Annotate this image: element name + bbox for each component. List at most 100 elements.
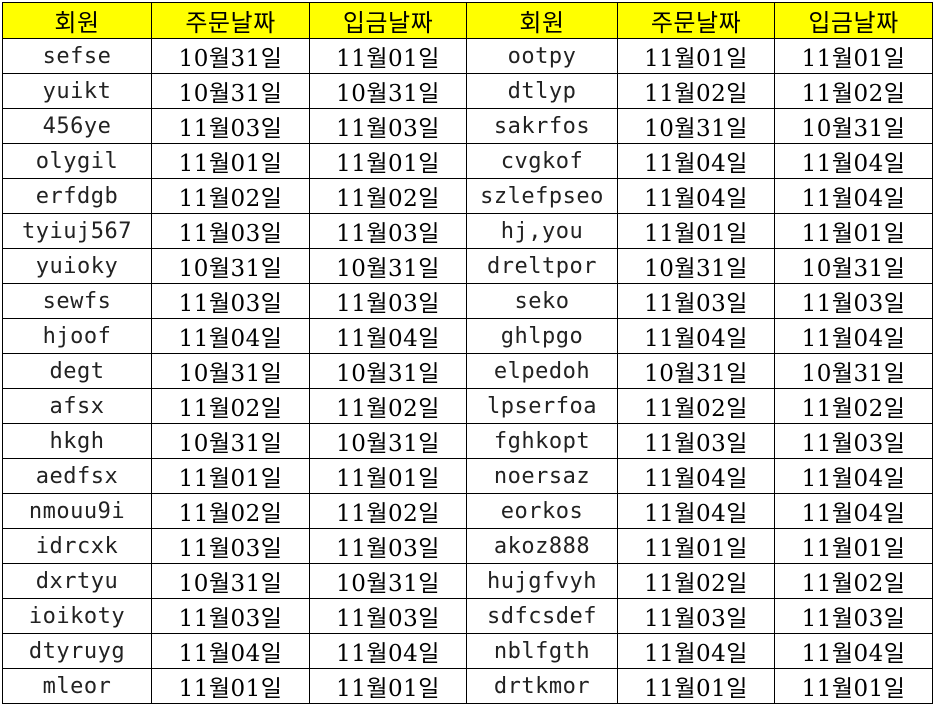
payment-date-cell[interactable]: 11월01일 — [309, 458, 467, 494]
header-cell-order-date[interactable]: 주문날짜 — [617, 2, 775, 39]
order-date-cell[interactable]: 10월31일 — [617, 248, 775, 284]
order-date-cell[interactable]: 11월03일 — [151, 108, 310, 144]
payment-date-cell[interactable]: 10월31일 — [309, 353, 467, 389]
order-date-cell[interactable]: 11월04일 — [617, 178, 775, 214]
member-cell[interactable]: cvgkof — [466, 143, 618, 179]
payment-date-cell[interactable]: 11월04일 — [774, 493, 933, 529]
order-date-cell[interactable]: 11월04일 — [617, 633, 775, 669]
payment-date-cell[interactable]: 10월31일 — [774, 108, 933, 144]
member-cell[interactable]: noersaz — [466, 458, 618, 494]
member-cell[interactable]: erfdgb — [2, 178, 152, 214]
payment-date-cell[interactable]: 11월04일 — [774, 178, 933, 214]
payment-date-cell[interactable]: 11월04일 — [774, 633, 933, 669]
order-date-cell[interactable]: 11월04일 — [151, 633, 310, 669]
order-date-cell[interactable]: 11월03일 — [151, 528, 310, 564]
payment-date-cell[interactable]: 10월31일 — [309, 563, 467, 599]
order-date-cell[interactable]: 11월01일 — [617, 213, 775, 249]
member-cell[interactable]: yuikt — [2, 73, 152, 109]
member-cell[interactable]: nmouu9i — [2, 493, 152, 529]
payment-date-cell[interactable]: 10월31일 — [774, 353, 933, 389]
payment-date-cell[interactable]: 11월03일 — [774, 283, 933, 319]
member-cell[interactable]: sdfcsdef — [466, 598, 618, 634]
payment-date-cell[interactable]: 11월02일 — [774, 388, 933, 424]
payment-date-cell[interactable]: 11월02일 — [774, 563, 933, 599]
member-cell[interactable]: olygil — [2, 143, 152, 179]
member-cell[interactable]: sefse — [2, 38, 152, 74]
order-date-cell[interactable]: 11월03일 — [151, 283, 310, 319]
order-date-cell[interactable]: 11월03일 — [151, 213, 310, 249]
order-date-cell[interactable]: 10월31일 — [151, 38, 310, 74]
member-cell[interactable]: dreltpor — [466, 248, 618, 284]
payment-date-cell[interactable]: 11월03일 — [309, 283, 467, 319]
header-cell-member[interactable]: 회원 — [466, 2, 618, 39]
payment-date-cell[interactable]: 11월03일 — [309, 598, 467, 634]
order-date-cell[interactable]: 11월02일 — [617, 388, 775, 424]
payment-date-cell[interactable]: 11월02일 — [309, 388, 467, 424]
member-cell[interactable]: hujgfvyh — [466, 563, 618, 599]
header-cell-payment-date[interactable]: 입금날짜 — [774, 2, 933, 39]
member-cell[interactable]: nblfgth — [466, 633, 618, 669]
payment-date-cell[interactable]: 11월01일 — [774, 38, 933, 74]
order-date-cell[interactable]: 11월01일 — [151, 668, 310, 704]
payment-date-cell[interactable]: 11월03일 — [309, 108, 467, 144]
order-date-cell[interactable]: 10월31일 — [151, 423, 310, 459]
member-cell[interactable]: degt — [2, 353, 152, 389]
member-cell[interactable]: hjoof — [2, 318, 152, 354]
member-cell[interactable]: afsx — [2, 388, 152, 424]
payment-date-cell[interactable]: 11월02일 — [309, 178, 467, 214]
order-date-cell[interactable]: 11월02일 — [151, 388, 310, 424]
member-cell[interactable]: ghlpgo — [466, 318, 618, 354]
member-cell[interactable]: idrcxk — [2, 528, 152, 564]
member-cell[interactable]: dtyruyg — [2, 633, 152, 669]
payment-date-cell[interactable]: 11월01일 — [309, 143, 467, 179]
order-date-cell[interactable]: 10월31일 — [617, 108, 775, 144]
payment-date-cell[interactable]: 11월01일 — [309, 668, 467, 704]
payment-date-cell[interactable]: 11월04일 — [309, 318, 467, 354]
order-date-cell[interactable]: 10월31일 — [151, 353, 310, 389]
member-cell[interactable]: akoz888 — [466, 528, 618, 564]
member-cell[interactable]: sewfs — [2, 283, 152, 319]
order-date-cell[interactable]: 11월01일 — [617, 528, 775, 564]
member-cell[interactable]: dtlyp — [466, 73, 618, 109]
order-date-cell[interactable]: 11월03일 — [617, 598, 775, 634]
member-cell[interactable]: dxrtyu — [2, 563, 152, 599]
member-cell[interactable]: ootpy — [466, 38, 618, 74]
payment-date-cell[interactable]: 10월31일 — [309, 423, 467, 459]
member-cell[interactable]: elpedoh — [466, 353, 618, 389]
order-date-cell[interactable]: 11월04일 — [617, 458, 775, 494]
order-date-cell[interactable]: 11월02일 — [151, 178, 310, 214]
payment-date-cell[interactable]: 10월31일 — [774, 248, 933, 284]
order-date-cell[interactable]: 11월03일 — [617, 283, 775, 319]
payment-date-cell[interactable]: 11월03일 — [774, 423, 933, 459]
payment-date-cell[interactable]: 11월01일 — [774, 528, 933, 564]
header-cell-payment-date[interactable]: 입금날짜 — [309, 2, 467, 39]
payment-date-cell[interactable]: 11월03일 — [774, 598, 933, 634]
member-cell[interactable]: fghkopt — [466, 423, 618, 459]
payment-date-cell[interactable]: 11월03일 — [309, 528, 467, 564]
order-date-cell[interactable]: 11월01일 — [617, 38, 775, 74]
order-date-cell[interactable]: 11월03일 — [617, 423, 775, 459]
member-cell[interactable]: tyiuj567 — [2, 213, 152, 249]
member-cell[interactable]: 456ye — [2, 108, 152, 144]
payment-date-cell[interactable]: 11월04일 — [309, 633, 467, 669]
payment-date-cell[interactable]: 11월01일 — [774, 668, 933, 704]
payment-date-cell[interactable]: 11월04일 — [774, 458, 933, 494]
member-cell[interactable]: hkgh — [2, 423, 152, 459]
order-date-cell[interactable]: 11월04일 — [617, 318, 775, 354]
payment-date-cell[interactable]: 11월02일 — [774, 73, 933, 109]
member-cell[interactable]: hj,you — [466, 213, 618, 249]
member-cell[interactable]: ioikoty — [2, 598, 152, 634]
order-date-cell[interactable]: 11월04일 — [617, 493, 775, 529]
order-date-cell[interactable]: 11월03일 — [151, 598, 310, 634]
order-date-cell[interactable]: 11월04일 — [151, 318, 310, 354]
payment-date-cell[interactable]: 11월01일 — [309, 38, 467, 74]
order-date-cell[interactable]: 11월02일 — [151, 493, 310, 529]
payment-date-cell[interactable]: 11월03일 — [309, 213, 467, 249]
order-date-cell[interactable]: 11월01일 — [151, 458, 310, 494]
member-cell[interactable]: drtkmor — [466, 668, 618, 704]
payment-date-cell[interactable]: 11월01일 — [774, 213, 933, 249]
order-date-cell[interactable]: 10월31일 — [151, 563, 310, 599]
member-cell[interactable]: aedfsx — [2, 458, 152, 494]
order-date-cell[interactable]: 10월31일 — [151, 73, 310, 109]
payment-date-cell[interactable]: 11월04일 — [774, 318, 933, 354]
